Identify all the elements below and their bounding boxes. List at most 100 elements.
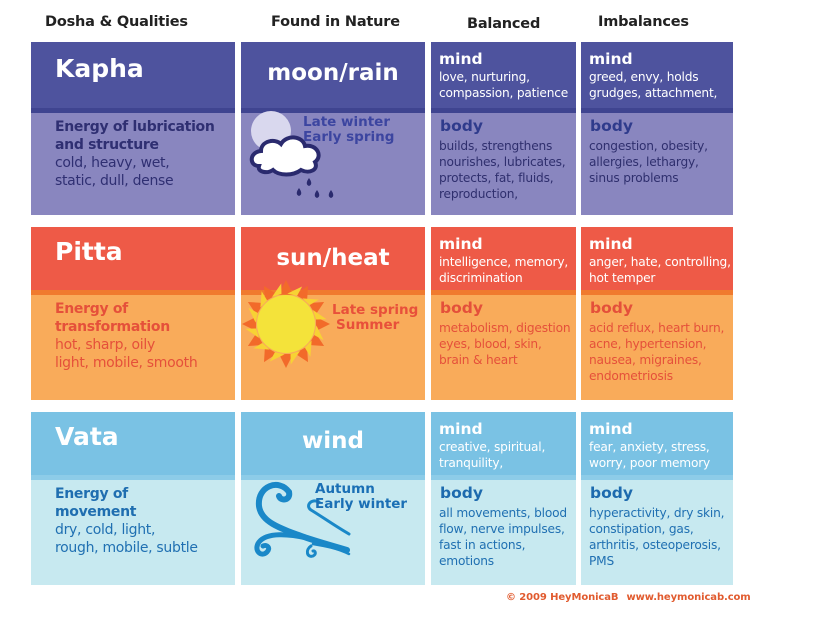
cell-header-band (581, 412, 733, 475)
website-link[interactable]: www.heymonicab.com (626, 592, 751, 603)
text-line: emotions (439, 554, 494, 568)
text-line: compassion, patience (439, 86, 569, 100)
pitta-balanced-cell: mind intelligence, memory, discrimination… (431, 227, 576, 400)
text-line: hot, sharp, oily (55, 337, 155, 353)
dosha-name: Vata (55, 422, 119, 451)
text-line: hyperactivity, dry skin, (589, 506, 725, 520)
text-line: tranquility, (439, 456, 504, 470)
text-line: constipation, gas, (589, 522, 694, 536)
text-line: worry, poor memory (589, 456, 711, 470)
body-label: body (590, 117, 633, 135)
cell-header-band (241, 227, 425, 290)
text-line: nourishes, lubricates, (439, 155, 566, 169)
body-text: all movements, blood flow, nerve impulses… (439, 505, 567, 569)
text-line: eyes, blood, skin, (439, 337, 542, 351)
text-line: nausea, migraines, (589, 353, 702, 367)
mind-text: love, nurturing, compassion, patience (439, 69, 568, 101)
text-line: intelligence, memory, (439, 255, 569, 269)
text-line: acne, hypertension, (589, 337, 707, 351)
text-line: protects, fat, fluids, (439, 171, 554, 185)
text-line: fear, anxiety, stress, (589, 440, 710, 454)
mind-text: greed, envy, holds grudges, attachment, (589, 69, 717, 101)
copyright-footer: © 2009 HeyMonicaB www.heymonicab.com (506, 592, 759, 603)
body-text: builds, strengthens nourishes, lubricates… (439, 138, 566, 202)
mind-text: creative, spiritual, tranquility, (439, 439, 545, 471)
divider (581, 475, 733, 480)
cell-header-band (581, 227, 733, 290)
season-text: Late winter Early spring (303, 115, 394, 145)
text-line: arthritis, osteoperosis, (589, 538, 721, 552)
dosha-name: Kapha (55, 54, 144, 83)
season-line: Summer (336, 317, 400, 333)
text-line: cold, heavy, wet, (55, 155, 170, 171)
cell-header-band (431, 227, 576, 290)
text-line: rough, mobile, subtle (55, 540, 198, 556)
body-label: body (590, 484, 633, 502)
cell-header-band (31, 42, 235, 108)
text-line: all movements, blood (439, 506, 567, 520)
quality-title-line: Energy of lubrication (55, 119, 215, 135)
quality-list: hot, sharp, oily light, mobile, smooth (55, 336, 198, 372)
pitta-dosha-cell: Pitta Energy of transformation hot, shar… (31, 227, 235, 400)
moon-rain-icon (245, 104, 355, 208)
pitta-imbalances-cell: mind anger, hate, controlling, hot temper… (581, 227, 733, 400)
kapha-imbalances-cell: mind greed, envy, holds grudges, attachme… (581, 42, 733, 215)
vata-imbalances-cell: mind fear, anxiety, stress, worry, poor m… (581, 412, 733, 585)
divider (31, 290, 235, 295)
text-line: light, mobile, smooth (55, 355, 198, 371)
body-label: body (440, 299, 483, 317)
divider (241, 108, 425, 113)
vata-nature-cell: wind Autumn Early winter (241, 412, 425, 585)
text-line: congestion, obesity, (589, 139, 708, 153)
body-label: body (440, 117, 483, 135)
kapha-nature-cell: moon/rain Late winter Early spring (241, 42, 425, 215)
text-line: builds, strengthens (439, 139, 553, 153)
cell-header-band (581, 42, 733, 108)
qualities: Energy of lubrication and structure cold… (55, 118, 215, 190)
mind-label: mind (439, 235, 483, 253)
cell-header-band (241, 42, 425, 108)
text-line: PMS (589, 554, 615, 568)
vata-balanced-cell: mind creative, spiritual, tranquility, bo… (431, 412, 576, 585)
text-line: dry, cold, light, (55, 522, 156, 538)
divider (241, 290, 425, 295)
qualities: Energy of transformation hot, sharp, oil… (55, 300, 198, 372)
cell-header-band (431, 412, 576, 475)
divider (241, 475, 425, 480)
text-line: static, dull, dense (55, 173, 174, 189)
quality-title-line: movement (55, 504, 137, 520)
text-line: love, nurturing, (439, 70, 530, 84)
text-line: grudges, attachment, (589, 86, 718, 100)
quality-title-line: Energy of (55, 486, 128, 502)
body-label: body (590, 299, 633, 317)
season-line: Early spring (303, 129, 395, 145)
divider (31, 108, 235, 113)
kapha-balanced-cell: mind love, nurturing, compassion, patienc… (431, 42, 576, 215)
text-line: brain & heart (439, 353, 518, 367)
text-line: anger, hate, controlling, (589, 255, 731, 269)
body-label: body (440, 484, 483, 502)
mind-text: anger, hate, controlling, hot temper (589, 254, 731, 286)
sun-icon (241, 279, 341, 373)
text-line: reproduction, (439, 187, 518, 201)
body-text: acid reflux, heart burn, acne, hypertensi… (589, 320, 724, 384)
quality-title-line: transformation (55, 319, 170, 335)
body-text: hyperactivity, dry skin, constipation, ga… (589, 505, 724, 569)
divider (31, 475, 235, 480)
nature-element: wind (302, 428, 364, 454)
divider (431, 290, 576, 295)
season-text: Late spring Summer (332, 303, 418, 333)
vata-dosha-cell: Vata Energy of movement dry, cold, light… (31, 412, 235, 585)
season-line: Autumn (315, 481, 375, 497)
mind-label: mind (439, 50, 483, 68)
cell-header-band (31, 227, 235, 290)
season-line: Early winter (315, 496, 408, 512)
dosha-name: Pitta (55, 237, 123, 266)
quality-list: cold, heavy, wet, static, dull, dense (55, 154, 215, 190)
body-text: congestion, obesity, allergies, lethargy,… (589, 138, 708, 186)
text-line: greed, envy, holds (589, 70, 699, 84)
copyright-text: © 2009 HeyMonicaB (506, 592, 619, 603)
body-text: metabolism, digestion eyes, blood, skin, b… (439, 320, 571, 368)
kapha-dosha-cell: Kapha Energy of lubrication and structur… (31, 42, 235, 215)
mind-label: mind (589, 420, 633, 438)
